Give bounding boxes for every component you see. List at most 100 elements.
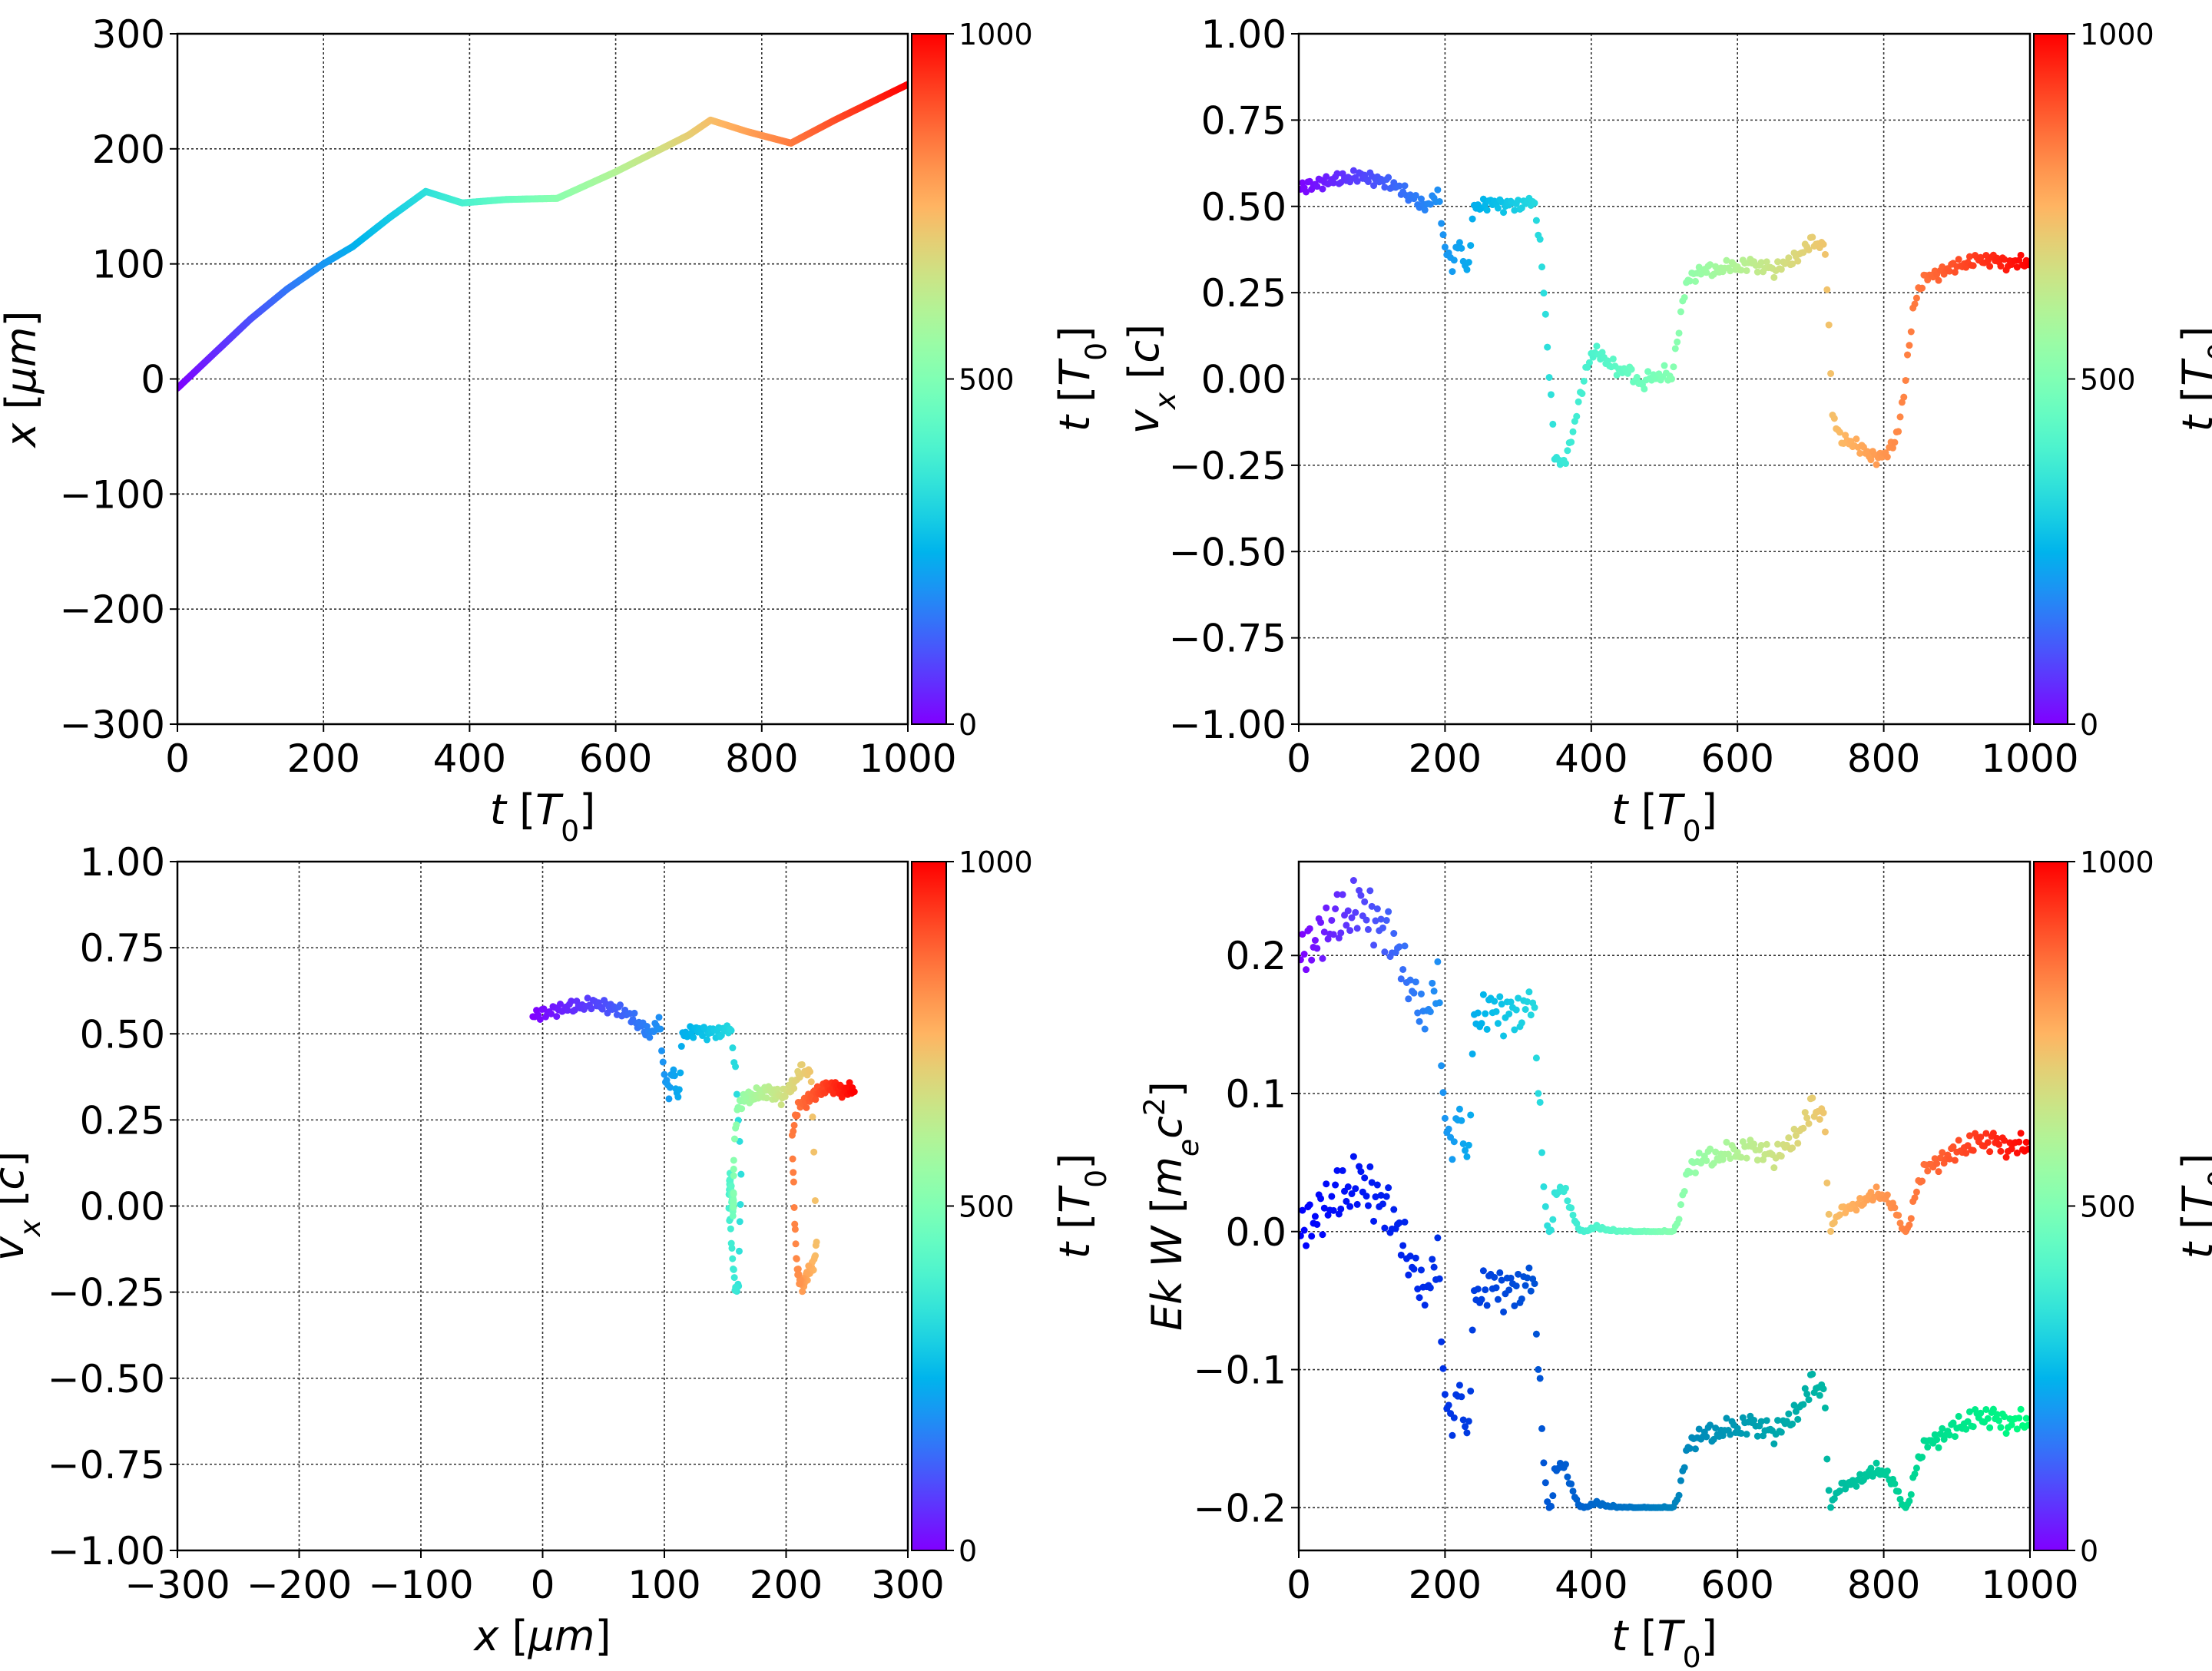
data-marks bbox=[1299, 167, 2030, 468]
ek-point bbox=[1332, 905, 1339, 912]
w-point bbox=[1299, 1232, 1304, 1239]
colorbar-tick-label: 1000 bbox=[959, 845, 1033, 879]
ek-point bbox=[1691, 1169, 1699, 1176]
vx-point bbox=[1545, 373, 1553, 381]
vx-point bbox=[2013, 263, 2021, 271]
vx-point bbox=[1547, 391, 1555, 399]
w-point bbox=[1906, 1497, 1913, 1505]
w-point bbox=[1993, 1411, 2001, 1418]
vx-point bbox=[1800, 249, 1807, 256]
w-point bbox=[1373, 1181, 1381, 1189]
vx-point bbox=[2017, 251, 2025, 259]
vx-point bbox=[1628, 366, 1635, 373]
ek-point bbox=[1924, 1167, 1932, 1175]
ek-point bbox=[1912, 1188, 1920, 1196]
ek-point bbox=[1995, 1140, 2003, 1148]
y-tick-label: 1.00 bbox=[80, 840, 165, 885]
vx-point bbox=[1907, 328, 1915, 336]
vx-point bbox=[1703, 269, 1710, 276]
w-point bbox=[1482, 1286, 1489, 1294]
vx-point bbox=[773, 1085, 781, 1093]
w-point bbox=[1496, 1269, 1504, 1276]
w-point bbox=[1479, 1267, 1487, 1275]
vx-point bbox=[790, 1084, 798, 1092]
ek-point bbox=[1364, 925, 1372, 933]
vx-point bbox=[1469, 215, 1476, 223]
vx-point bbox=[812, 1096, 820, 1104]
ek-point bbox=[1311, 937, 1319, 945]
vx-point bbox=[731, 1286, 739, 1294]
w-point bbox=[1912, 1464, 1920, 1472]
vx-point bbox=[1540, 290, 1548, 297]
vx-point bbox=[730, 1202, 737, 1209]
vx-point bbox=[1686, 277, 1694, 285]
y-tick-label: 0.00 bbox=[1201, 358, 1286, 402]
ek-point bbox=[1549, 1216, 1557, 1223]
w-point bbox=[1363, 1193, 1370, 1200]
ek-point bbox=[1867, 1188, 1875, 1196]
ek-point bbox=[1412, 978, 1419, 986]
vx-point bbox=[564, 1007, 571, 1014]
ek-point bbox=[1955, 1137, 1962, 1144]
y-tick-label: −1.00 bbox=[48, 1529, 165, 1573]
vx-point bbox=[1900, 393, 1908, 401]
ek-point bbox=[1421, 1025, 1429, 1033]
ek-point bbox=[1816, 1116, 1823, 1123]
w-point bbox=[1357, 1168, 1365, 1176]
y-tick-label: 300 bbox=[92, 12, 165, 57]
ek-point bbox=[1379, 924, 1386, 931]
w-point bbox=[1401, 1218, 1409, 1226]
vx-point bbox=[1785, 254, 1793, 262]
ek-point bbox=[2008, 1145, 2015, 1153]
w-point bbox=[1303, 1242, 1310, 1249]
vx-point bbox=[790, 1178, 797, 1186]
ek-point bbox=[1681, 1188, 1688, 1196]
ek-point bbox=[1541, 1203, 1549, 1210]
vx-point bbox=[1333, 170, 1341, 177]
vx-point bbox=[1809, 233, 1816, 241]
vx-point bbox=[1613, 371, 1621, 379]
ek-point bbox=[1984, 1139, 1992, 1147]
ek-point bbox=[1313, 945, 1321, 952]
w-point bbox=[1507, 1274, 1515, 1282]
x-tick-label: 200 bbox=[286, 736, 359, 781]
ek-point bbox=[1348, 914, 1356, 922]
vx-point bbox=[811, 1196, 819, 1204]
ek-point bbox=[1763, 1140, 1770, 1148]
ek-point bbox=[1368, 902, 1376, 910]
ek-point bbox=[1496, 993, 1504, 1001]
vx-point bbox=[730, 1274, 738, 1282]
vx-point bbox=[675, 1086, 683, 1094]
w-point bbox=[1933, 1436, 1941, 1444]
vx-point bbox=[670, 1066, 677, 1074]
w-point bbox=[1883, 1468, 1891, 1475]
vx-point bbox=[830, 1090, 837, 1097]
w-point bbox=[1465, 1418, 1472, 1425]
w-point bbox=[1853, 1482, 1860, 1490]
w-point bbox=[1491, 1273, 1498, 1281]
w-point bbox=[1536, 1375, 1544, 1382]
ek-point bbox=[1801, 1109, 1809, 1117]
vx-point bbox=[1515, 197, 1522, 204]
w-point bbox=[1445, 1401, 1452, 1409]
vx-point bbox=[1370, 182, 1378, 190]
w-point bbox=[1421, 1302, 1429, 1309]
ek-point bbox=[1439, 1089, 1447, 1097]
w-point bbox=[1703, 1433, 1710, 1441]
w-point bbox=[1313, 1221, 1321, 1229]
w-point bbox=[1789, 1420, 1796, 1428]
vx-point bbox=[1450, 256, 1458, 264]
x-tick-label: 0 bbox=[531, 1563, 555, 1607]
w-point bbox=[1511, 1302, 1518, 1309]
ek-point bbox=[1465, 1141, 1472, 1149]
vx-point bbox=[703, 1036, 710, 1044]
w-point bbox=[1896, 1495, 1904, 1503]
vx-point bbox=[1421, 207, 1429, 214]
w-point bbox=[1986, 1424, 1994, 1431]
ek-point bbox=[1803, 1114, 1811, 1122]
w-point bbox=[1382, 1193, 1390, 1200]
ek-point bbox=[1939, 1149, 1946, 1156]
vx-point bbox=[790, 1169, 797, 1176]
vx-point bbox=[1455, 239, 1463, 247]
w-point bbox=[1361, 1174, 1369, 1182]
